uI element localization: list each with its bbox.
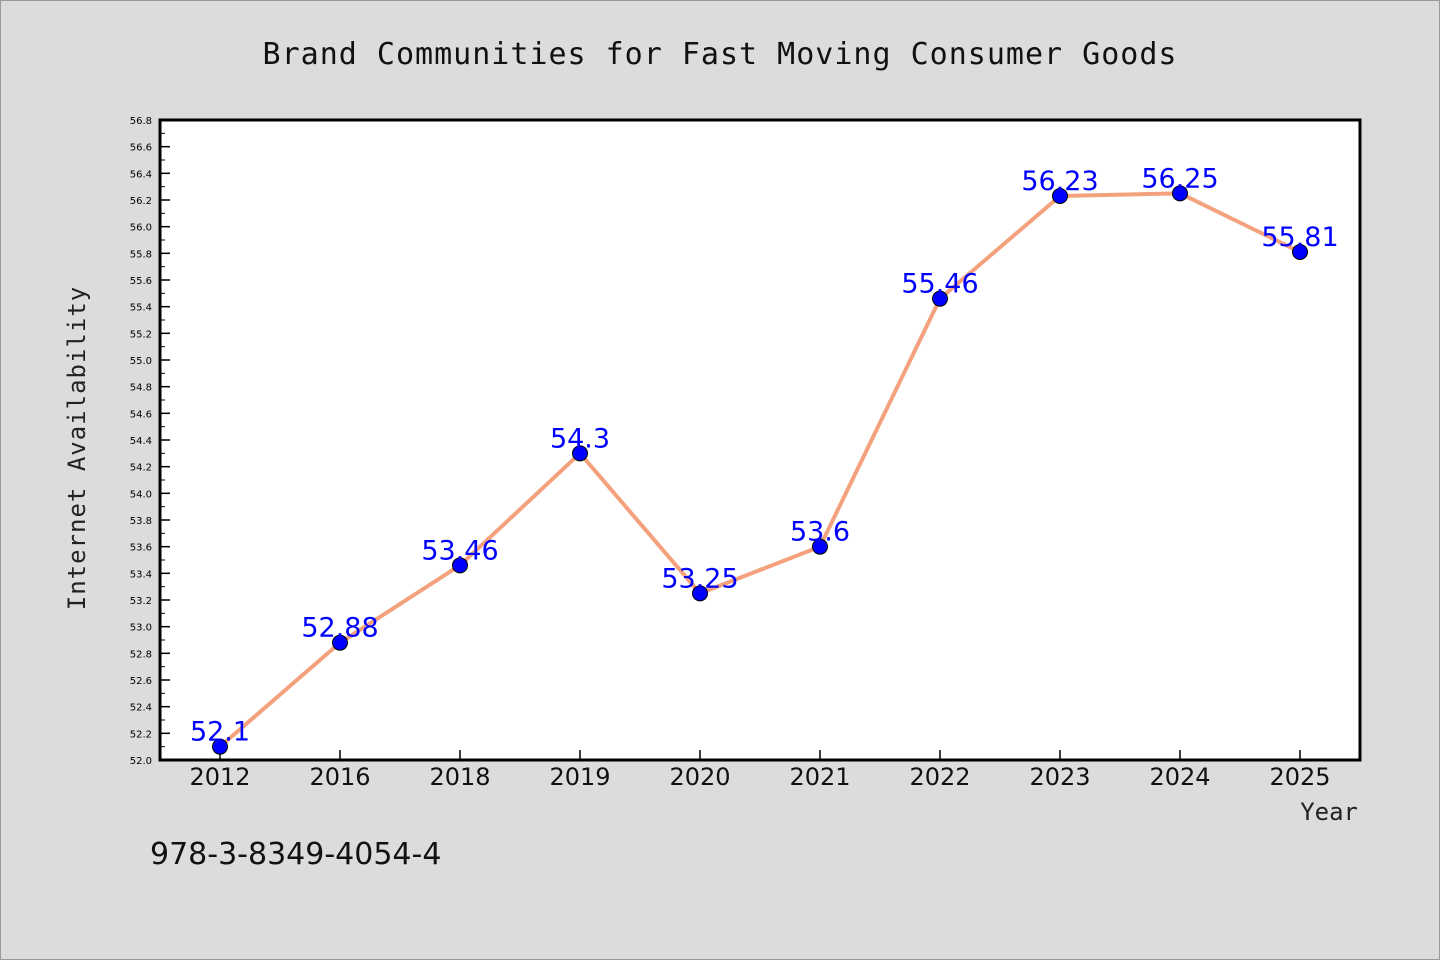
y-tick-label: 54.6 bbox=[130, 409, 152, 420]
y-tick-label: 55.8 bbox=[130, 249, 152, 260]
data-label: 53.46 bbox=[421, 535, 498, 566]
data-point bbox=[572, 445, 588, 462]
y-tick-label: 53.8 bbox=[130, 516, 152, 527]
series-group: 52.1 52.88 53.46 54.3 53.25 53.6 55.46 56.23 56.… bbox=[190, 163, 1339, 755]
x-axis-ticks: 2012 2016 2018 2019 2020 2021 2022 2023 2024 2025 bbox=[189, 750, 1331, 791]
x-tick-label: 2024 bbox=[1149, 763, 1210, 791]
y-tick-label: 52.8 bbox=[130, 649, 152, 660]
x-tick-label: 2019 bbox=[549, 763, 610, 791]
data-point bbox=[332, 634, 348, 651]
data-point bbox=[692, 585, 708, 602]
data-point bbox=[452, 557, 468, 574]
x-tick-label: 2021 bbox=[789, 763, 850, 791]
y-tick-label: 53.6 bbox=[130, 543, 152, 554]
y-tick-label: 56.4 bbox=[130, 169, 152, 180]
data-label: 56.23 bbox=[1021, 166, 1098, 197]
y-tick-label: 54.8 bbox=[130, 383, 152, 394]
x-tick-label: 2025 bbox=[1269, 763, 1330, 791]
y-tick-label: 56.0 bbox=[130, 223, 152, 234]
y-tick-label: 54.0 bbox=[130, 489, 152, 500]
x-tick-label: 2016 bbox=[309, 763, 370, 791]
footer-code: 978-3-8349-4054-4 bbox=[150, 837, 441, 872]
y-tick-label: 53.4 bbox=[130, 569, 152, 580]
chart-title: Brand Communities for Fast Moving Consum… bbox=[263, 37, 1178, 72]
y-tick-label: 55.6 bbox=[130, 276, 152, 287]
y-tick-label: 56.2 bbox=[130, 196, 152, 207]
data-label: 52.88 bbox=[301, 613, 378, 644]
y-tick-label: 54.2 bbox=[130, 463, 152, 474]
y-axis-ticks: 52.0 52.2 52.4 52.6 52.8 53.0 53.2 53.4 53.6 53.8… bbox=[130, 116, 170, 767]
y-tick-label: 52.4 bbox=[130, 703, 152, 714]
y-tick-label: 56.8 bbox=[130, 116, 152, 127]
y-axis-label: Internet Availability bbox=[63, 286, 91, 610]
y-tick-label: 56.6 bbox=[130, 143, 152, 154]
y-tick-label: 55.4 bbox=[130, 303, 152, 314]
x-tick-label: 2018 bbox=[429, 763, 490, 791]
x-tick-label: 2022 bbox=[909, 763, 970, 791]
data-point bbox=[932, 290, 948, 307]
y-tick-label: 54.4 bbox=[130, 436, 152, 447]
y-tick-label: 53.2 bbox=[130, 596, 152, 607]
series-line bbox=[218, 191, 1302, 749]
x-tick-label: 2020 bbox=[669, 763, 730, 791]
x-tick-label: 2012 bbox=[189, 763, 250, 791]
y-tick-label: 53.0 bbox=[130, 623, 152, 634]
x-tick-label: 2023 bbox=[1029, 763, 1090, 791]
data-label: 54.3 bbox=[550, 423, 610, 454]
y-tick-label: 52.0 bbox=[130, 756, 152, 767]
data-label: 55.81 bbox=[1261, 222, 1338, 253]
data-label: 52.1 bbox=[190, 717, 250, 748]
y-tick-label: 55.2 bbox=[130, 329, 152, 340]
data-label: 53.6 bbox=[790, 517, 850, 548]
x-axis-label: Year bbox=[1300, 798, 1358, 826]
data-point bbox=[1292, 244, 1308, 260]
y-tick-label: 52.2 bbox=[130, 729, 152, 740]
data-label: 53.25 bbox=[661, 563, 738, 594]
data-point bbox=[1172, 185, 1188, 202]
y-tick-label: 52.6 bbox=[130, 676, 152, 687]
data-label: 55.46 bbox=[901, 269, 978, 300]
data-point bbox=[212, 738, 228, 755]
data-point bbox=[1052, 188, 1068, 204]
plot-area bbox=[158, 118, 1362, 762]
data-point bbox=[812, 538, 828, 555]
y-tick-label: 55.0 bbox=[130, 356, 152, 367]
data-label: 56.25 bbox=[1141, 163, 1218, 194]
